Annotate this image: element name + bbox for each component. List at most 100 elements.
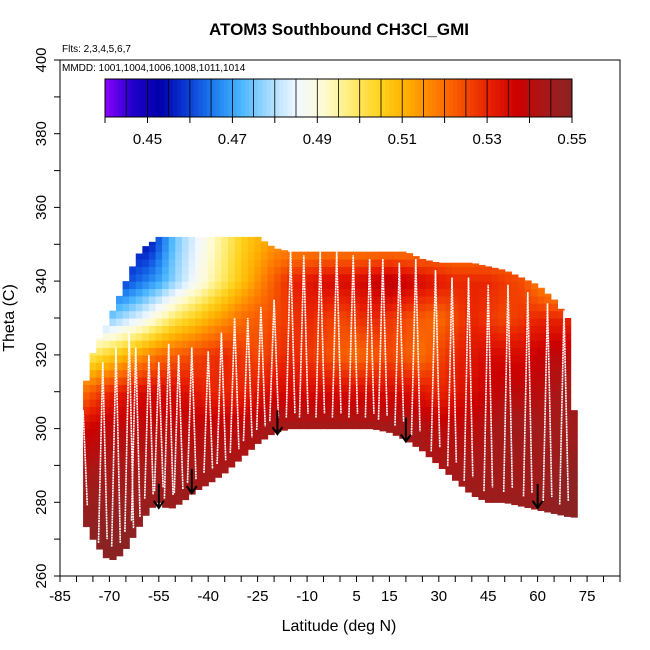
heatmap-cell	[142, 480, 150, 489]
heatmap-cell	[188, 310, 196, 319]
heatmap-cell	[241, 369, 249, 378]
heatmap-cell	[550, 384, 559, 393]
heatmap-cell	[392, 340, 400, 349]
heatmap-cell	[432, 399, 440, 408]
heatmap-cell	[116, 369, 124, 378]
heatmap-cell	[484, 443, 493, 452]
heatmap-cell	[550, 494, 559, 503]
heatmap-cell	[504, 271, 512, 275]
heatmap-cell	[175, 251, 183, 260]
heatmap-cell	[465, 384, 473, 393]
heatmap-cell	[570, 465, 578, 474]
colorbar-swatch	[321, 79, 327, 117]
heatmap-cell	[201, 376, 209, 385]
heatmap-cell	[221, 273, 229, 282]
heatmap-cell	[260, 354, 269, 363]
heatmap-cell	[484, 384, 493, 393]
heatmap-cell	[228, 303, 236, 312]
heatmap-cell	[353, 295, 361, 304]
colorbar-swatch	[436, 79, 441, 117]
heatmap-cell	[419, 303, 427, 312]
heatmap-cell	[247, 332, 255, 341]
heatmap-cell	[142, 246, 150, 253]
heatmap-cell	[89, 406, 97, 415]
flight-profile	[542, 303, 553, 501]
heatmap-cell	[280, 406, 288, 415]
heatmap-cell	[122, 295, 130, 304]
heatmap-cell	[412, 443, 420, 447]
heatmap-cell	[267, 421, 275, 430]
heatmap-cell	[89, 524, 97, 533]
heatmap-cell	[379, 399, 387, 408]
heatmap-cell	[537, 399, 545, 408]
heatmap-cell	[201, 273, 209, 282]
heatmap-cell	[320, 421, 328, 430]
heatmap-cell	[531, 465, 539, 474]
heatmap-cell	[432, 347, 440, 356]
heatmap-cell	[175, 450, 183, 459]
heatmap-cell	[195, 332, 203, 341]
heatmap-cell	[254, 251, 262, 260]
heatmap-cell	[260, 251, 269, 260]
heatmap-cell	[471, 263, 479, 267]
x-tick-label: -55	[148, 588, 170, 605]
colorbar-tick-label: 0.51	[388, 131, 417, 148]
heatmap-cell	[366, 347, 374, 356]
heatmap-cell	[181, 465, 190, 474]
heatmap-cell	[386, 273, 394, 282]
heatmap-cell	[392, 310, 400, 319]
heatmap-cell	[254, 421, 262, 430]
heatmap-cell	[254, 303, 262, 312]
heatmap-cell	[280, 421, 288, 430]
heatmap-cell	[333, 310, 341, 319]
heatmap-cell	[511, 347, 519, 356]
flight-profile	[377, 258, 388, 420]
heatmap-cell	[366, 369, 374, 378]
heatmap-cell	[419, 354, 427, 363]
heatmap-cell	[372, 251, 381, 260]
heatmap-cell	[326, 376, 335, 385]
x-axis-label: Latitude (deg N)	[282, 618, 397, 635]
heatmap-cell	[412, 347, 420, 356]
heatmap-cell	[148, 391, 157, 400]
x-tick-label: 5	[352, 588, 360, 605]
heatmap-cell	[148, 347, 157, 356]
heatmap-cell	[465, 376, 473, 385]
heatmap-cell	[241, 435, 249, 444]
heatmap-cell	[228, 236, 236, 245]
heatmap-cell	[142, 362, 150, 371]
flight-profile	[446, 277, 458, 467]
heatmap-cell	[280, 310, 288, 319]
heatmap-cell	[405, 253, 414, 260]
heatmap-cell	[234, 369, 242, 378]
heatmap-cell	[458, 465, 466, 474]
heatmap-cell	[432, 458, 440, 464]
heatmap-cell	[129, 391, 137, 400]
heatmap-cell	[221, 347, 229, 356]
heatmap-cell	[412, 369, 420, 378]
colorbar-swatch	[393, 79, 399, 117]
heatmap-cell	[399, 251, 407, 260]
heatmap-cell	[254, 413, 262, 422]
heatmap-cell	[168, 406, 176, 415]
heatmap-cell	[234, 450, 242, 459]
heatmap-cell	[465, 472, 473, 481]
heatmap-cell	[557, 384, 565, 393]
heatmap-cell	[234, 281, 242, 290]
heatmap-cell	[221, 465, 229, 474]
heatmap-cell	[254, 236, 262, 245]
heatmap-cell	[524, 428, 532, 437]
heatmap-cell	[438, 465, 447, 469]
heatmap-cell	[438, 450, 447, 459]
colorbar-swatch	[363, 79, 369, 117]
heatmap-cell	[260, 340, 269, 349]
heatmap-cell	[195, 295, 203, 304]
x-tick-label: -85	[49, 588, 71, 605]
heatmap-cell	[221, 340, 229, 349]
heatmap-cell	[241, 310, 249, 319]
heatmap-cell	[478, 264, 486, 267]
heatmap-cell	[116, 354, 124, 363]
heatmap-cell	[313, 266, 321, 275]
heatmap-cell	[524, 435, 532, 444]
heatmap-cell	[307, 340, 315, 349]
